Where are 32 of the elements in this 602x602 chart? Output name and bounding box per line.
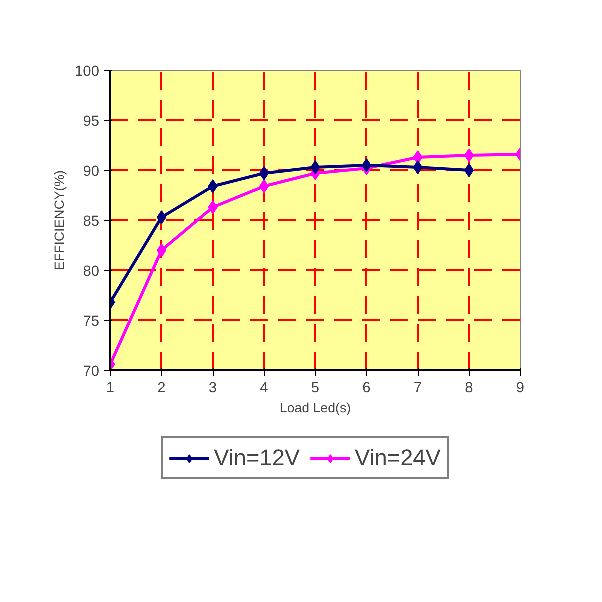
legend-label: Vin=24V [355,444,441,472]
x-tick-label: 9 [516,380,525,396]
point [464,164,474,178]
point [413,160,423,174]
y-tick-label: 70 [83,364,100,380]
point [208,180,218,194]
y-tick-label: 95 [83,114,100,130]
y-tick-label: 100 [75,64,100,80]
legend-label: Vin=12V [214,444,300,472]
x-tick-label: 7 [414,380,422,396]
x-tick-label: 3 [208,380,218,396]
point [156,244,167,258]
point [259,180,270,194]
x-tick-label: 8 [465,380,474,396]
x-axis-title: Load Led(s) [280,400,352,416]
point [464,148,474,162]
y-tick-label: 80 [83,264,100,280]
point [259,166,270,180]
y-axis-title: EFFICIENCY(%) [52,170,68,270]
x-tick-label: 5 [311,380,320,396]
point [413,150,423,164]
x-tick-label: 2 [158,380,166,396]
y-tick-label: 85 [83,214,100,230]
x-tick-label: 6 [362,380,371,396]
point [362,158,372,172]
y-tick-label: 75 [83,314,100,330]
point [310,160,320,174]
point [208,200,218,214]
point [156,210,167,224]
x-tick-label: 1 [106,380,115,396]
y-tick-label: 90 [83,164,100,180]
x-tick-label: 4 [260,380,268,396]
